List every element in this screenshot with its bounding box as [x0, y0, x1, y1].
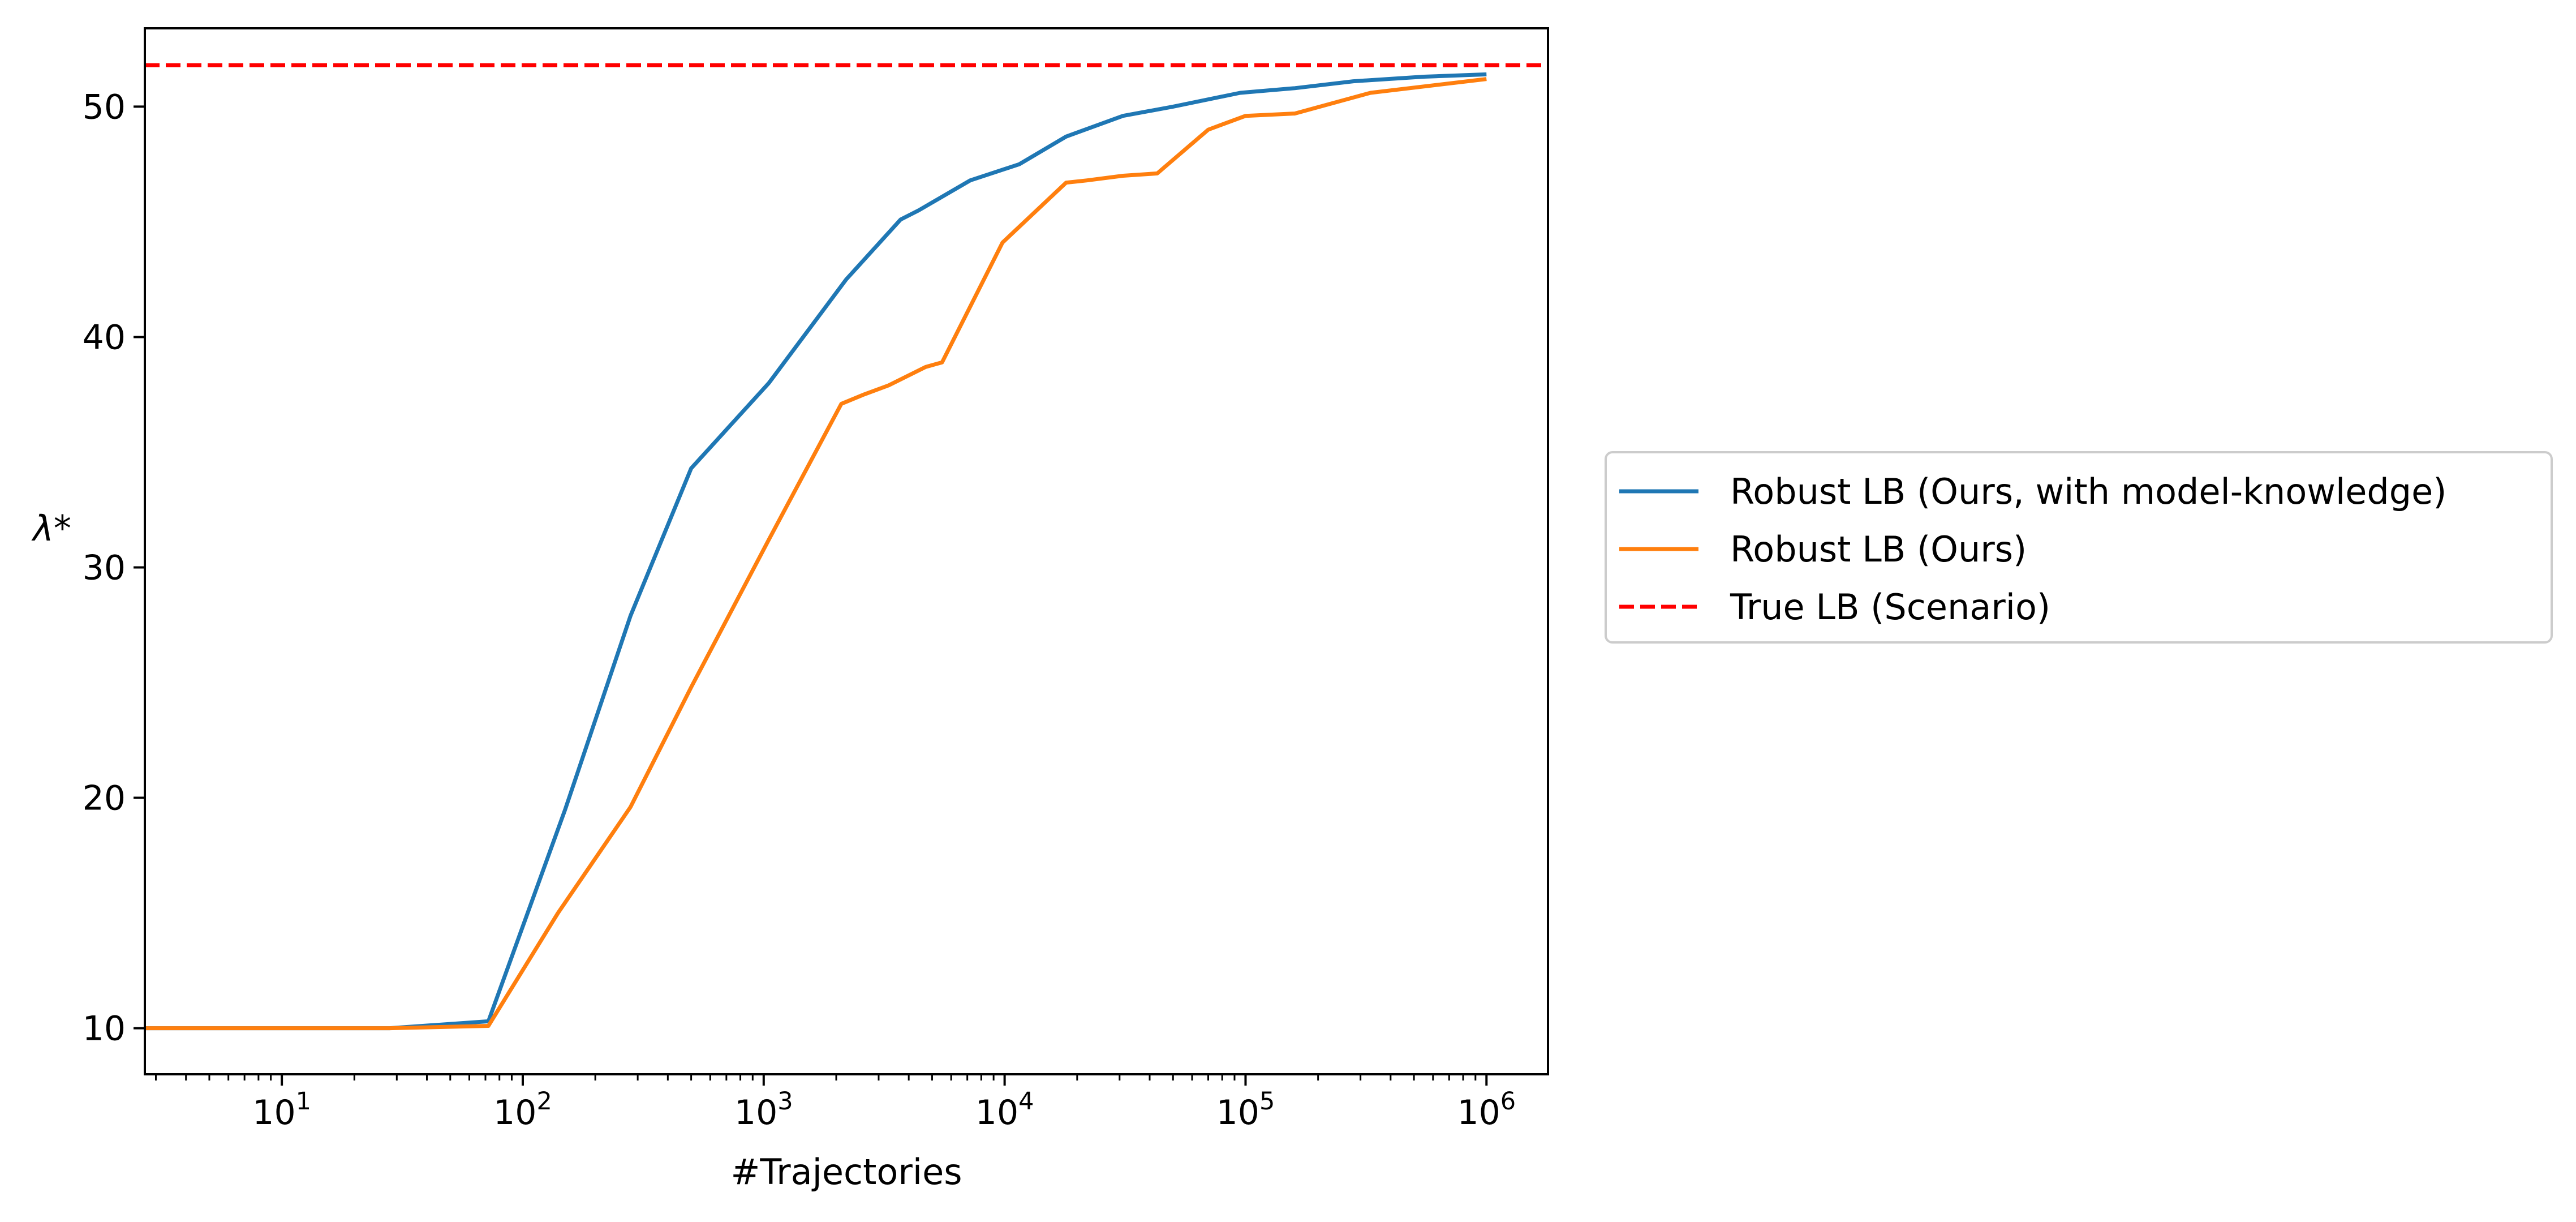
x-tick-label: 102	[493, 1087, 552, 1133]
x-tick-label: 105	[1216, 1087, 1275, 1133]
y-tick-label: 10	[83, 1009, 126, 1049]
series-line-1	[145, 77, 1487, 1031]
x-tick-label: 103	[734, 1087, 793, 1133]
legend-frame	[1605, 451, 2553, 644]
y-axis: 10 20 30 40 50	[83, 87, 145, 1049]
x-tick-label: 101	[252, 1087, 311, 1133]
legend-label-0: Robust LB (Ours, with model-knowledge)	[1730, 471, 2446, 512]
y-tick-label: 30	[83, 548, 126, 588]
series-line-0	[145, 72, 1487, 1031]
legend: Robust LB (Ours, with model-knowledge) Ro…	[1605, 451, 2553, 644]
y-axis-label: λ*	[31, 508, 71, 549]
plot-frame	[144, 27, 1549, 1075]
y-tick-label: 40	[83, 318, 126, 357]
y-tick-label: 50	[83, 87, 126, 127]
series-layer	[145, 63, 1548, 1031]
y-tick-label: 20	[83, 779, 126, 818]
legend-label-1: Robust LB (Ours)	[1730, 529, 2027, 570]
x-tick-label: 104	[975, 1087, 1034, 1133]
x-axis: 101 102 103 104 105 106	[154, 1074, 1516, 1133]
x-axis-label: #Trajectories	[730, 1151, 962, 1193]
x-tick-label: 106	[1457, 1087, 1516, 1133]
legend-label-2: True LB (Scenario)	[1730, 586, 2050, 628]
